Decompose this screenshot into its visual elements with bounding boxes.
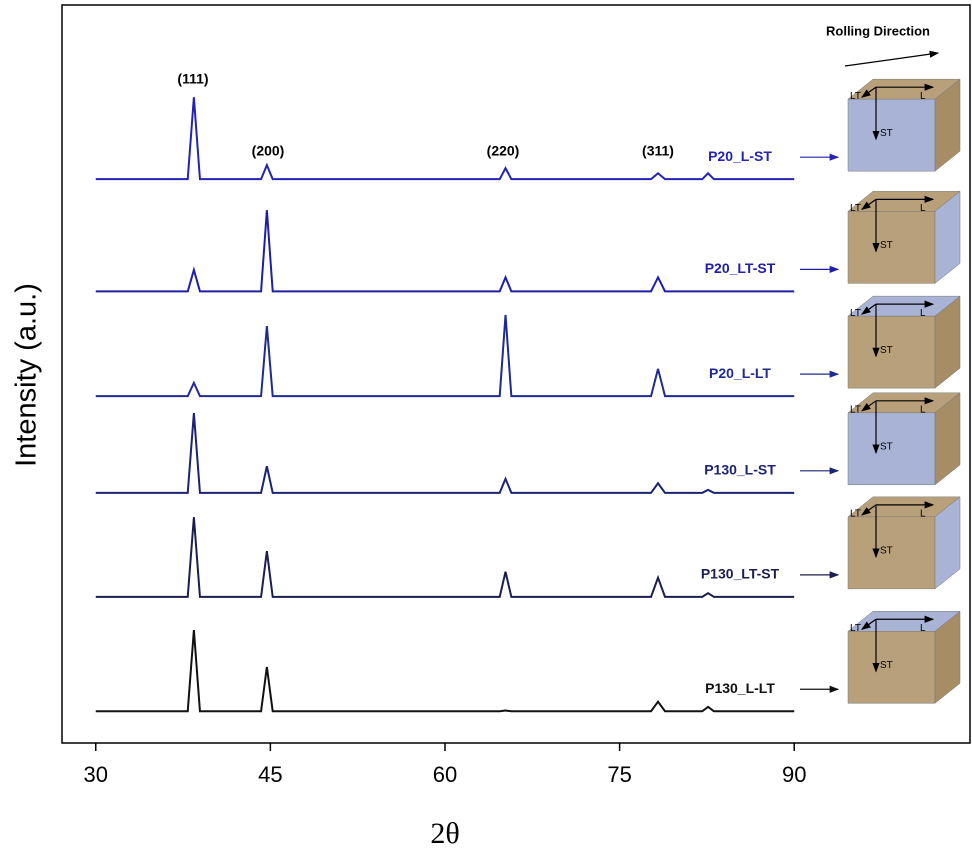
plot-frame xyxy=(61,4,971,744)
series-line xyxy=(95,517,795,598)
series-label: P20_L-LT xyxy=(709,365,771,381)
cube-label: L xyxy=(920,91,926,102)
cube-label: LT xyxy=(850,203,861,214)
cube-label: ST xyxy=(880,240,893,251)
series-line xyxy=(95,630,795,713)
cube-label: ST xyxy=(880,660,893,671)
cube-label: ST xyxy=(880,345,893,356)
series-label: P130_LT-ST xyxy=(701,566,780,582)
cube-label: LT xyxy=(850,404,861,415)
cube-side xyxy=(934,610,961,704)
peak-annotation: (220) xyxy=(487,143,520,159)
series-label: P130_L-ST xyxy=(704,462,776,478)
cube-label: LT xyxy=(850,623,861,634)
cube-axis xyxy=(861,198,877,211)
cube-side xyxy=(934,190,961,284)
cube-side xyxy=(934,78,961,172)
cube-label: LT xyxy=(850,91,861,102)
cube-axis xyxy=(861,86,877,98)
x-tick-label: 90 xyxy=(782,762,806,787)
x-tick-label: 60 xyxy=(433,762,457,787)
cube-label: L xyxy=(920,623,926,634)
x-tick-label: 75 xyxy=(607,762,631,787)
cube-label: L xyxy=(920,404,926,415)
cube-label: ST xyxy=(880,546,893,557)
series-line xyxy=(95,314,795,398)
cube-label: ST xyxy=(880,128,893,139)
cube-side xyxy=(934,392,961,486)
cube-label: LT xyxy=(850,509,861,520)
series-line xyxy=(95,210,795,293)
cube-side xyxy=(934,496,961,590)
x-tick-label: 30 xyxy=(84,762,108,787)
rolling-arrow xyxy=(844,50,940,67)
cube-axis xyxy=(861,400,877,412)
cube-axis xyxy=(861,303,877,315)
side-title: Rolling Direction xyxy=(826,23,930,38)
series-label: P130_L-LT xyxy=(705,680,775,696)
y-axis-label: Intensity (a.u.) xyxy=(11,283,43,467)
series-label: P20_LT-ST xyxy=(705,260,776,276)
cube-axis xyxy=(861,504,877,516)
x-axis-label: 2θ xyxy=(430,817,459,850)
cube-axis xyxy=(861,618,877,630)
cube-label: ST xyxy=(880,441,893,452)
cube-side xyxy=(934,295,961,389)
series-label: P20_L-ST xyxy=(708,148,772,164)
cube-label: LT xyxy=(850,308,861,319)
peak-annotation: (311) xyxy=(642,143,674,159)
cube-label: L xyxy=(920,308,926,319)
peak-annotation: (200) xyxy=(252,143,285,159)
x-tick-label: 45 xyxy=(258,762,282,787)
peak-annotation: (111) xyxy=(177,71,208,87)
series-line xyxy=(95,413,795,494)
series-line xyxy=(95,97,795,181)
cube-label: L xyxy=(920,509,926,520)
cube-label: L xyxy=(920,203,926,214)
